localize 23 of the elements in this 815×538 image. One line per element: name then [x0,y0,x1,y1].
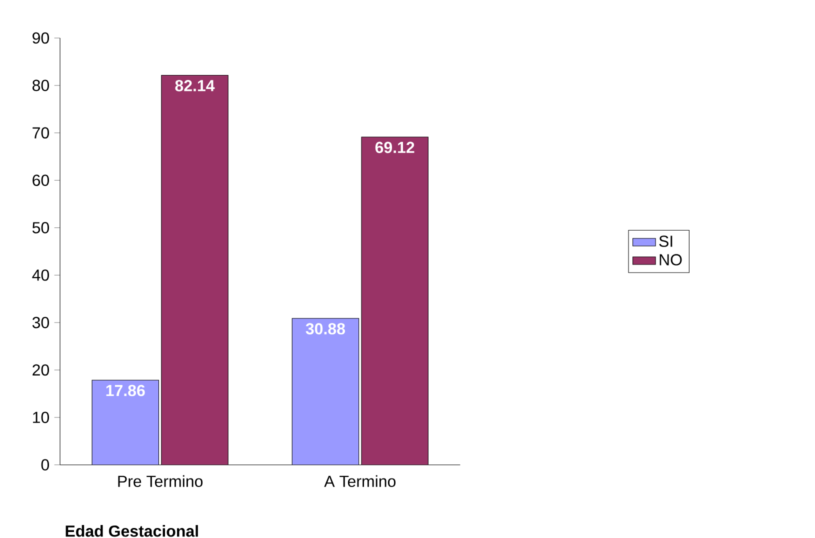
y-tick-label: 50 [32,222,50,234]
y-tick-label: 10 [33,412,50,423]
y-tick-label: 80 [32,80,50,92]
legend-label: SI [659,235,672,247]
data-label: 17.86 [106,384,145,396]
bar [92,380,159,465]
y-tick-label: 20 [32,364,50,376]
data-label: 69.12 [375,142,414,153]
y-tick-label: 90 [32,32,50,44]
y-tick-label: 0 [41,459,50,470]
data-label: 82.14 [175,80,215,92]
bar [161,75,228,465]
legend-label: NO [660,254,682,266]
y-tick-label: 60 [32,174,50,186]
x-tick-label: A Termino [324,475,396,487]
x-tick-label: Pre Termino [118,475,203,487]
bar [292,318,360,465]
x-axis-title: Edad Gestacional [66,524,198,537]
y-tick-label: 30 [32,316,50,328]
data-label: 30.88 [306,323,345,334]
y-tick-label: 70 [32,127,50,138]
y-tick-label: 40 [32,269,50,281]
bar [361,136,428,465]
